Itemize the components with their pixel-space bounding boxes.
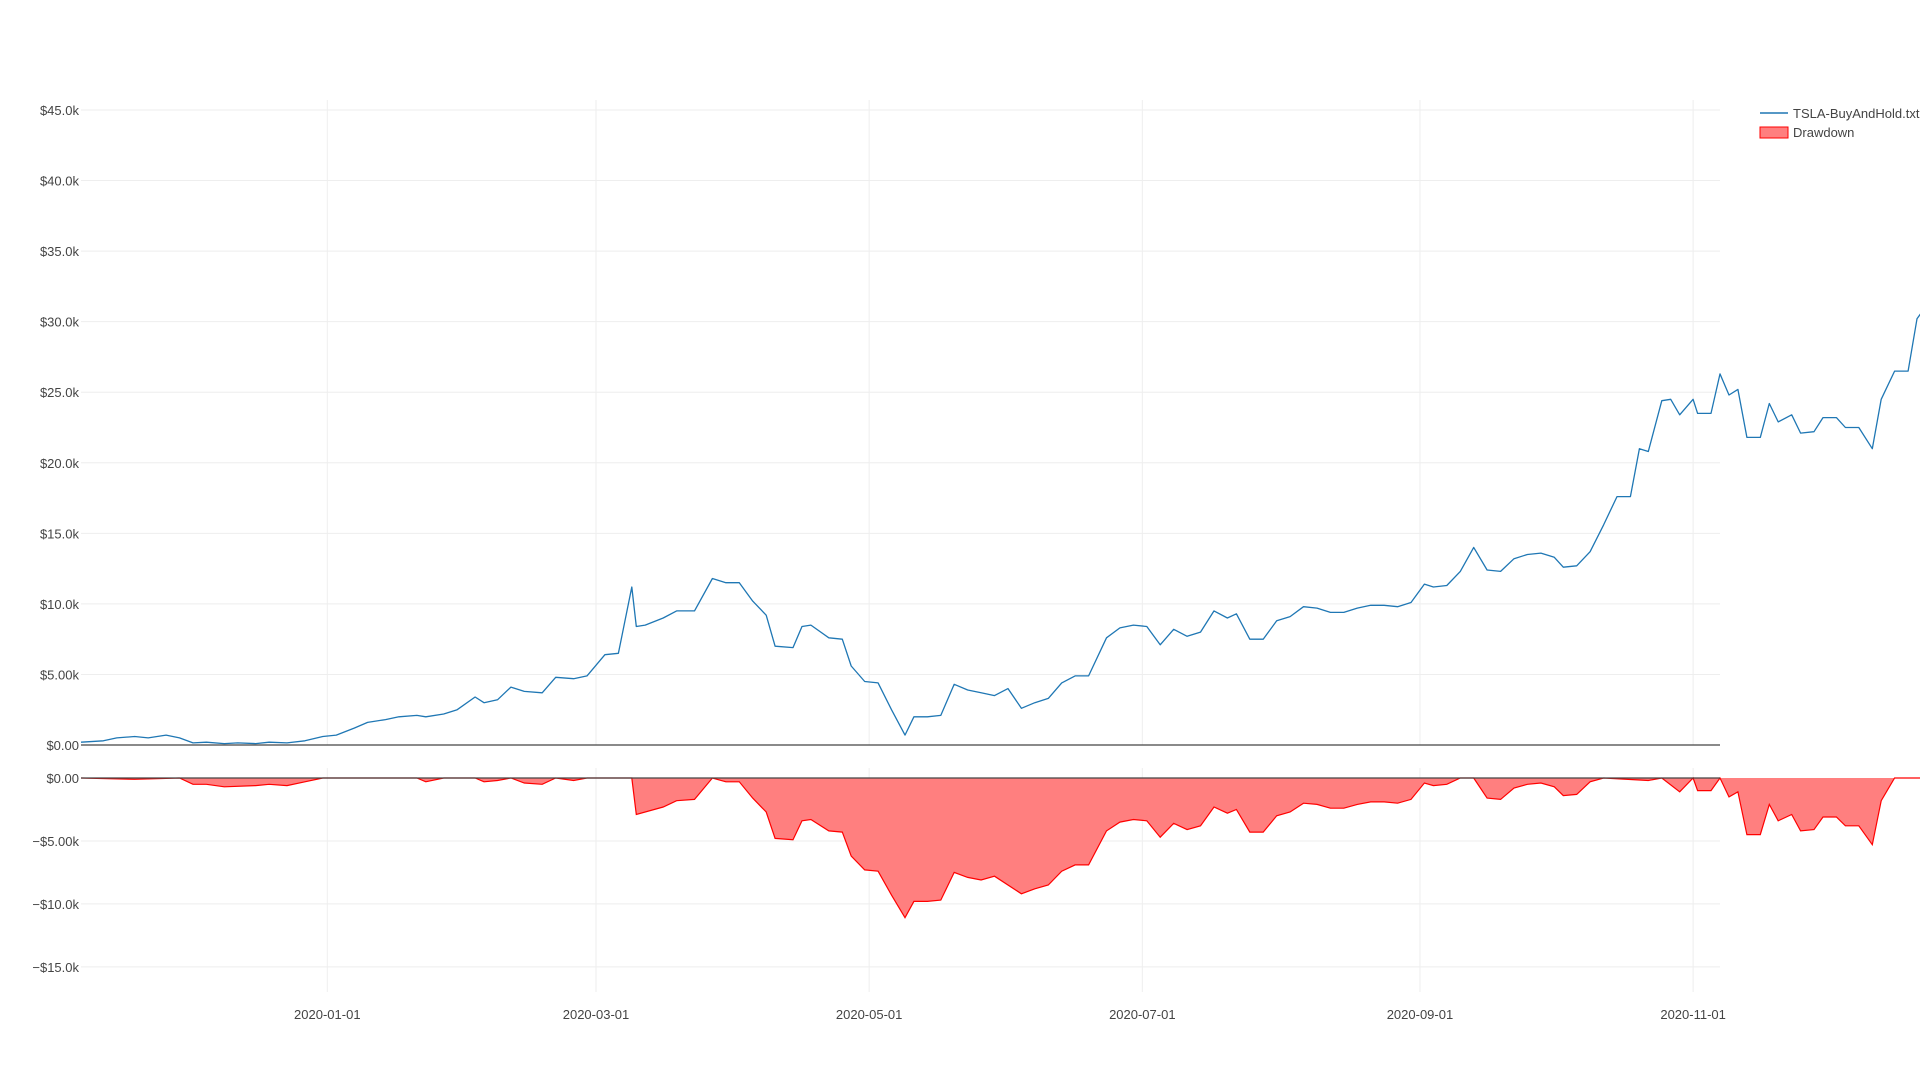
- y-tick-label: $40.0k: [40, 174, 80, 189]
- axis-layer: 2020-01-01 2020-03-01 2020-05-01 2020-07-01…: [32, 103, 1726, 1022]
- y-tick-label: $45.0k: [40, 103, 80, 118]
- y-tick-label: $30.0k: [40, 315, 80, 330]
- equity-line: [80, 313, 1920, 745]
- legend-area-swatch: [1759, 126, 1789, 139]
- y-tick-label: $25.0k: [40, 385, 80, 400]
- y-tick-label: $5.00k: [40, 667, 80, 682]
- drawdown-area: [81, 778, 1920, 918]
- series-layer: [80, 313, 1920, 919]
- legend[interactable]: TSLA-BuyAndHold.txt Drawdown: [1759, 106, 1920, 140]
- y-tick-label: $15.0k: [40, 526, 80, 541]
- x-tick-label: 2020-09-01: [1387, 1007, 1454, 1022]
- y-tick-label: −$10.0k: [32, 897, 79, 912]
- y-tick-label: $35.0k: [40, 244, 80, 259]
- x-tick-label: 2020-07-01: [1109, 1007, 1176, 1022]
- y-tick-label: $0.00: [46, 771, 79, 786]
- y-tick-label: −$15.0k: [32, 960, 79, 975]
- legend-label-drawdown: Drawdown: [1793, 125, 1854, 140]
- legend-label-equity: TSLA-BuyAndHold.txt: [1793, 106, 1920, 121]
- y-tick-label: $10.0k: [40, 597, 80, 612]
- grid-layer: [81, 100, 1720, 992]
- drawdown-line: [80, 776, 1920, 919]
- y-tick-label: $0.00: [46, 738, 79, 753]
- x-tick-label: 2020-05-01: [836, 1007, 903, 1022]
- y-tick-label: $20.0k: [40, 456, 80, 471]
- x-tick-label: 2020-11-01: [1660, 1007, 1726, 1022]
- x-tick-label: 2020-03-01: [563, 1007, 630, 1022]
- y-tick-label: −$5.00k: [32, 834, 79, 849]
- x-tick-label: 2020-01-01: [294, 1007, 361, 1022]
